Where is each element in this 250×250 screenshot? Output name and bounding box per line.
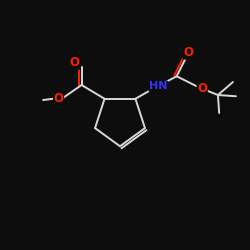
Text: O: O — [197, 82, 207, 95]
Text: O: O — [70, 56, 80, 69]
Text: O: O — [183, 46, 193, 59]
Text: HN: HN — [149, 81, 168, 91]
Text: O: O — [54, 92, 64, 105]
